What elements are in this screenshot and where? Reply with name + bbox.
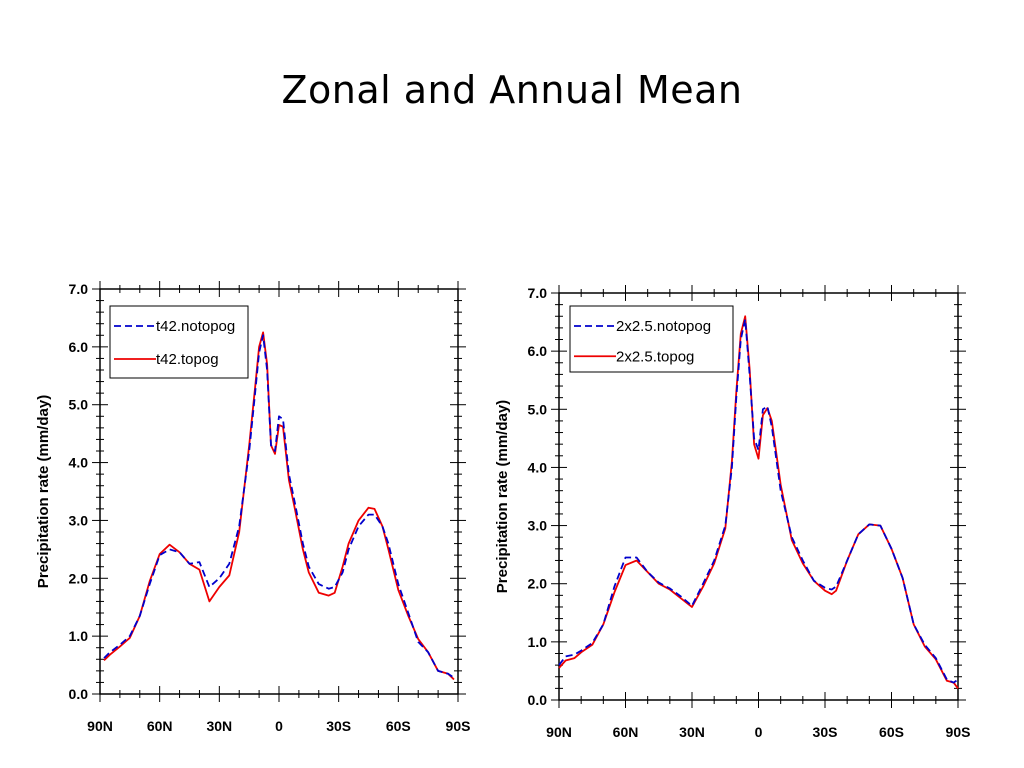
x-tick-label: 30N [679,724,705,740]
x-tick-label: 90N [546,724,572,740]
series-line-t42.topog [103,331,455,681]
legend-box [109,305,249,379]
legend: 2x2.5.notopog 2x2.5.topog [569,305,734,373]
y-tick-label: 5.0 [69,397,89,413]
y-tick-label: 7.0 [528,285,548,301]
y-tick-label: 0.0 [69,686,89,702]
x-tick-label: 60N [613,724,639,740]
legend: t42.notopog t42.topog [109,305,249,379]
legend-box [569,305,734,373]
x-tick-label: 30N [206,718,232,734]
y-axis-title: Precipitation rate (mm/day) [35,395,52,588]
legend-label: t42.topog [156,351,219,368]
y-tick-label: 6.0 [528,343,548,359]
y-tick-label: 5.0 [528,401,548,417]
y-tick-label: 4.0 [69,455,89,471]
y-axis-title: Precipitation rate (mm/day) [494,400,511,593]
series-line-t42.notopog [103,334,455,679]
y-tick-label: 2.0 [528,576,548,592]
y-tick-label: 2.0 [69,570,89,586]
x-tick-label: 60N [147,718,173,734]
y-tick-label: 6.0 [69,339,89,355]
x-tick-label: 0 [755,724,763,740]
y-tick-label: 3.0 [69,512,89,528]
series-line-2x2.5.notopog [558,318,959,684]
slide-title: Zonal and Annual Mean [281,68,743,112]
y-tick-label: 4.0 [528,459,548,475]
x-tick-label: 60S [879,724,904,740]
y-tick-label: 7.0 [69,281,89,297]
x-tick-label: 30S [326,718,351,734]
legend-label: 2x2.5.notopog [616,318,711,335]
y-tick-label: 1.0 [528,634,548,650]
x-tick-label: 90S [946,724,971,740]
legend-label: t42.notopog [156,318,235,335]
x-tick-label: 30S [813,724,838,740]
x-tick-label: 0 [275,718,283,734]
x-tick-label: 60S [386,718,411,734]
y-tick-label: 3.0 [528,518,548,534]
x-tick-label: 90N [87,718,113,734]
legend-label: 2x2.5.topog [616,348,694,365]
x-tick-label: 90S [446,718,471,734]
y-tick-label: 0.0 [528,692,548,708]
y-tick-label: 1.0 [69,628,89,644]
